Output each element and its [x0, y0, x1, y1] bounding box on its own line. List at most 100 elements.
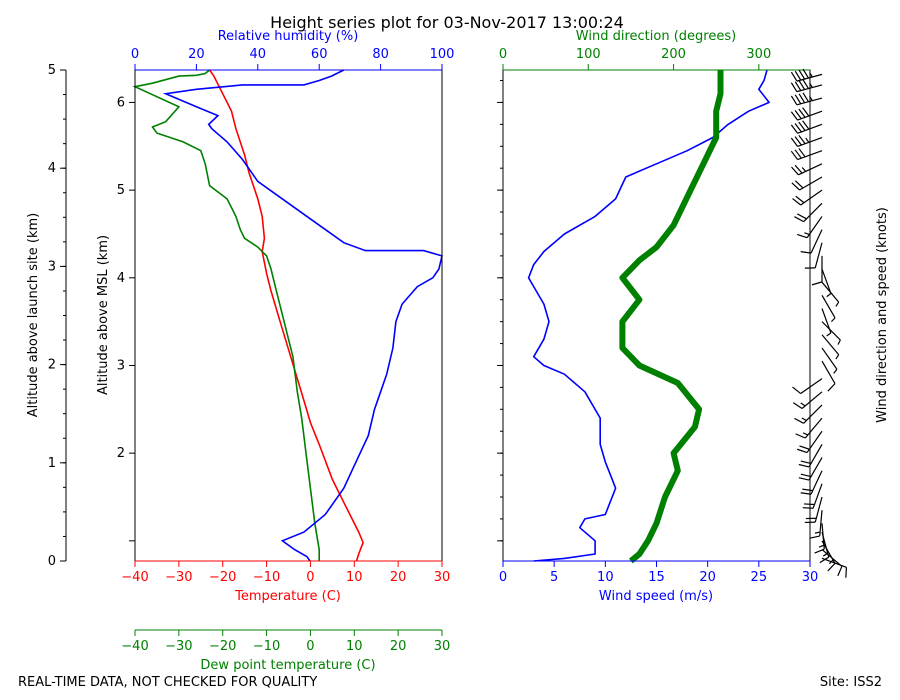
wind-barb — [796, 430, 823, 454]
wind-speed-axis-label: Wind speed (m/s) — [599, 589, 713, 604]
speed-tick-label: 20 — [699, 570, 716, 585]
speed-tick-label: 10 — [597, 570, 614, 585]
dir-tick-label: 100 — [576, 47, 601, 62]
dewpoint-axis-label: Dew point temperature (C) — [200, 658, 375, 673]
msl-tick-label: 4 — [117, 271, 125, 286]
wind-direction-axis-label: Wind direction (degrees) — [576, 29, 736, 44]
wind-barb — [790, 120, 823, 134]
wind-barb — [790, 134, 823, 147]
wind-barb — [794, 202, 823, 223]
wind-barb-label: Wind direction and speed (knots) — [875, 207, 890, 423]
launch-site-axis-label: Altitude above launch site (km) — [26, 213, 41, 417]
wind-barb — [811, 255, 823, 286]
wind-barb — [791, 163, 823, 176]
launch-tick-label: 4 — [48, 161, 56, 176]
thermo-series-group — [132, 69, 443, 562]
dew-tick-label: 10 — [346, 639, 363, 654]
wind-barb — [821, 360, 836, 392]
temp-tick-label: −40 — [121, 570, 148, 585]
wind-barb — [791, 176, 823, 191]
dew-tick-label: −20 — [209, 639, 236, 654]
wind-barb — [821, 268, 832, 298]
speed-tick-label: 5 — [550, 570, 558, 585]
dew-tick-label: −10 — [253, 639, 280, 654]
launch-tick-label: 5 — [48, 63, 56, 78]
wind-barb — [821, 347, 838, 374]
msl-tick-label: 5 — [117, 183, 125, 198]
wind-barb — [821, 295, 836, 323]
series-dew-point — [132, 69, 320, 561]
launch-tick-label: 2 — [48, 358, 56, 373]
wind-barb — [800, 229, 823, 254]
dir-tick-label: 300 — [746, 47, 771, 62]
dew-tick-label: −30 — [165, 639, 192, 654]
temperature-axis: −40 −30 −20 −10 0 10 20 30 — [121, 560, 451, 585]
rh-tick-label: 80 — [372, 47, 389, 62]
wind-barb — [800, 470, 823, 495]
wind-plot-frame — [502, 69, 811, 562]
temperature-axis-label: Temperature (C) — [234, 589, 341, 604]
wind-barb — [798, 444, 823, 468]
temp-tick-label: −30 — [165, 570, 192, 585]
dew-tick-label: −40 — [121, 639, 148, 654]
rh-tick-label: 100 — [430, 47, 455, 62]
wind-barb — [821, 321, 841, 345]
wind-barb — [798, 457, 823, 481]
speed-tick-label: 0 — [499, 570, 507, 585]
wind-barb — [790, 92, 823, 106]
msl-tick-label: 6 — [117, 95, 125, 110]
wind-barb — [804, 496, 823, 524]
series-wind-speed — [527, 69, 770, 562]
launch-tick-label: 3 — [48, 259, 56, 274]
msl-tick-label: 2 — [117, 446, 125, 461]
msl-axis-label: Altitude above MSL (km) — [96, 235, 111, 395]
dew-tick-label: 0 — [306, 639, 314, 654]
wind-barb — [795, 417, 823, 439]
wind-barb — [802, 483, 823, 509]
launch-tick-label: 0 — [48, 554, 56, 569]
wind-barb — [814, 523, 825, 554]
wind-barb — [821, 308, 832, 337]
dir-tick-label: 0 — [499, 47, 507, 62]
temp-tick-label: −10 — [253, 570, 280, 585]
wind-barb — [804, 242, 823, 269]
wind-barb — [794, 404, 823, 424]
wind-barb — [792, 378, 823, 395]
speed-tick-label: 30 — [802, 570, 819, 585]
rh-tick-label: 0 — [131, 47, 139, 62]
wind-direction-axis: 0 100 200 300 — [499, 47, 810, 71]
wind-series-group — [527, 69, 770, 564]
site-label: Site: ISS2 — [820, 675, 882, 690]
wind-barb — [821, 334, 840, 360]
temp-tick-label: 10 — [346, 570, 363, 585]
rh-tick-label: 60 — [311, 47, 328, 62]
rh-tick-label: 40 — [250, 47, 267, 62]
dew-tick-label: 20 — [390, 639, 407, 654]
wind-barb — [790, 79, 823, 93]
wind-barb — [821, 549, 843, 577]
wind-barbs — [790, 68, 848, 578]
launch-tick-label: 1 — [48, 456, 56, 471]
humidity-axis-label: Relative humidity (%) — [218, 29, 359, 44]
series-relative-humidity — [162, 69, 443, 562]
speed-tick-label: 15 — [648, 570, 665, 585]
wind-barb — [790, 148, 823, 161]
temp-tick-label: 30 — [434, 570, 451, 585]
thermodynamic-panel: 0 1 2 3 4 5 Altitude above launch site (km) 2… — [26, 29, 454, 673]
series-temperature — [208, 69, 364, 562]
speed-tick-label: 25 — [751, 570, 768, 585]
humidity-axis: 0 20 40 60 80 100 — [131, 47, 455, 71]
wind-barb — [796, 216, 823, 239]
wind-barb — [790, 107, 823, 121]
quality-notice: REAL-TIME DATA, NOT CHECKED FOR QUALITY — [18, 675, 317, 690]
launch-site-axis: 0 1 2 3 4 5 — [48, 63, 66, 569]
dir-tick-label: 200 — [661, 47, 686, 62]
temp-tick-label: 20 — [390, 570, 407, 585]
rh-tick-label: 20 — [188, 47, 205, 62]
msl-tick-label: 3 — [117, 358, 125, 373]
wind-speed-axis: 0 5 10 15 20 25 30 — [497, 80, 819, 585]
dew-tick-label: 30 — [434, 639, 451, 654]
dewpoint-axis: −40 −30 −20 −10 0 10 20 30 — [121, 630, 450, 654]
figure-title: Height series plot for 03-Nov-2017 13:00… — [270, 13, 624, 32]
